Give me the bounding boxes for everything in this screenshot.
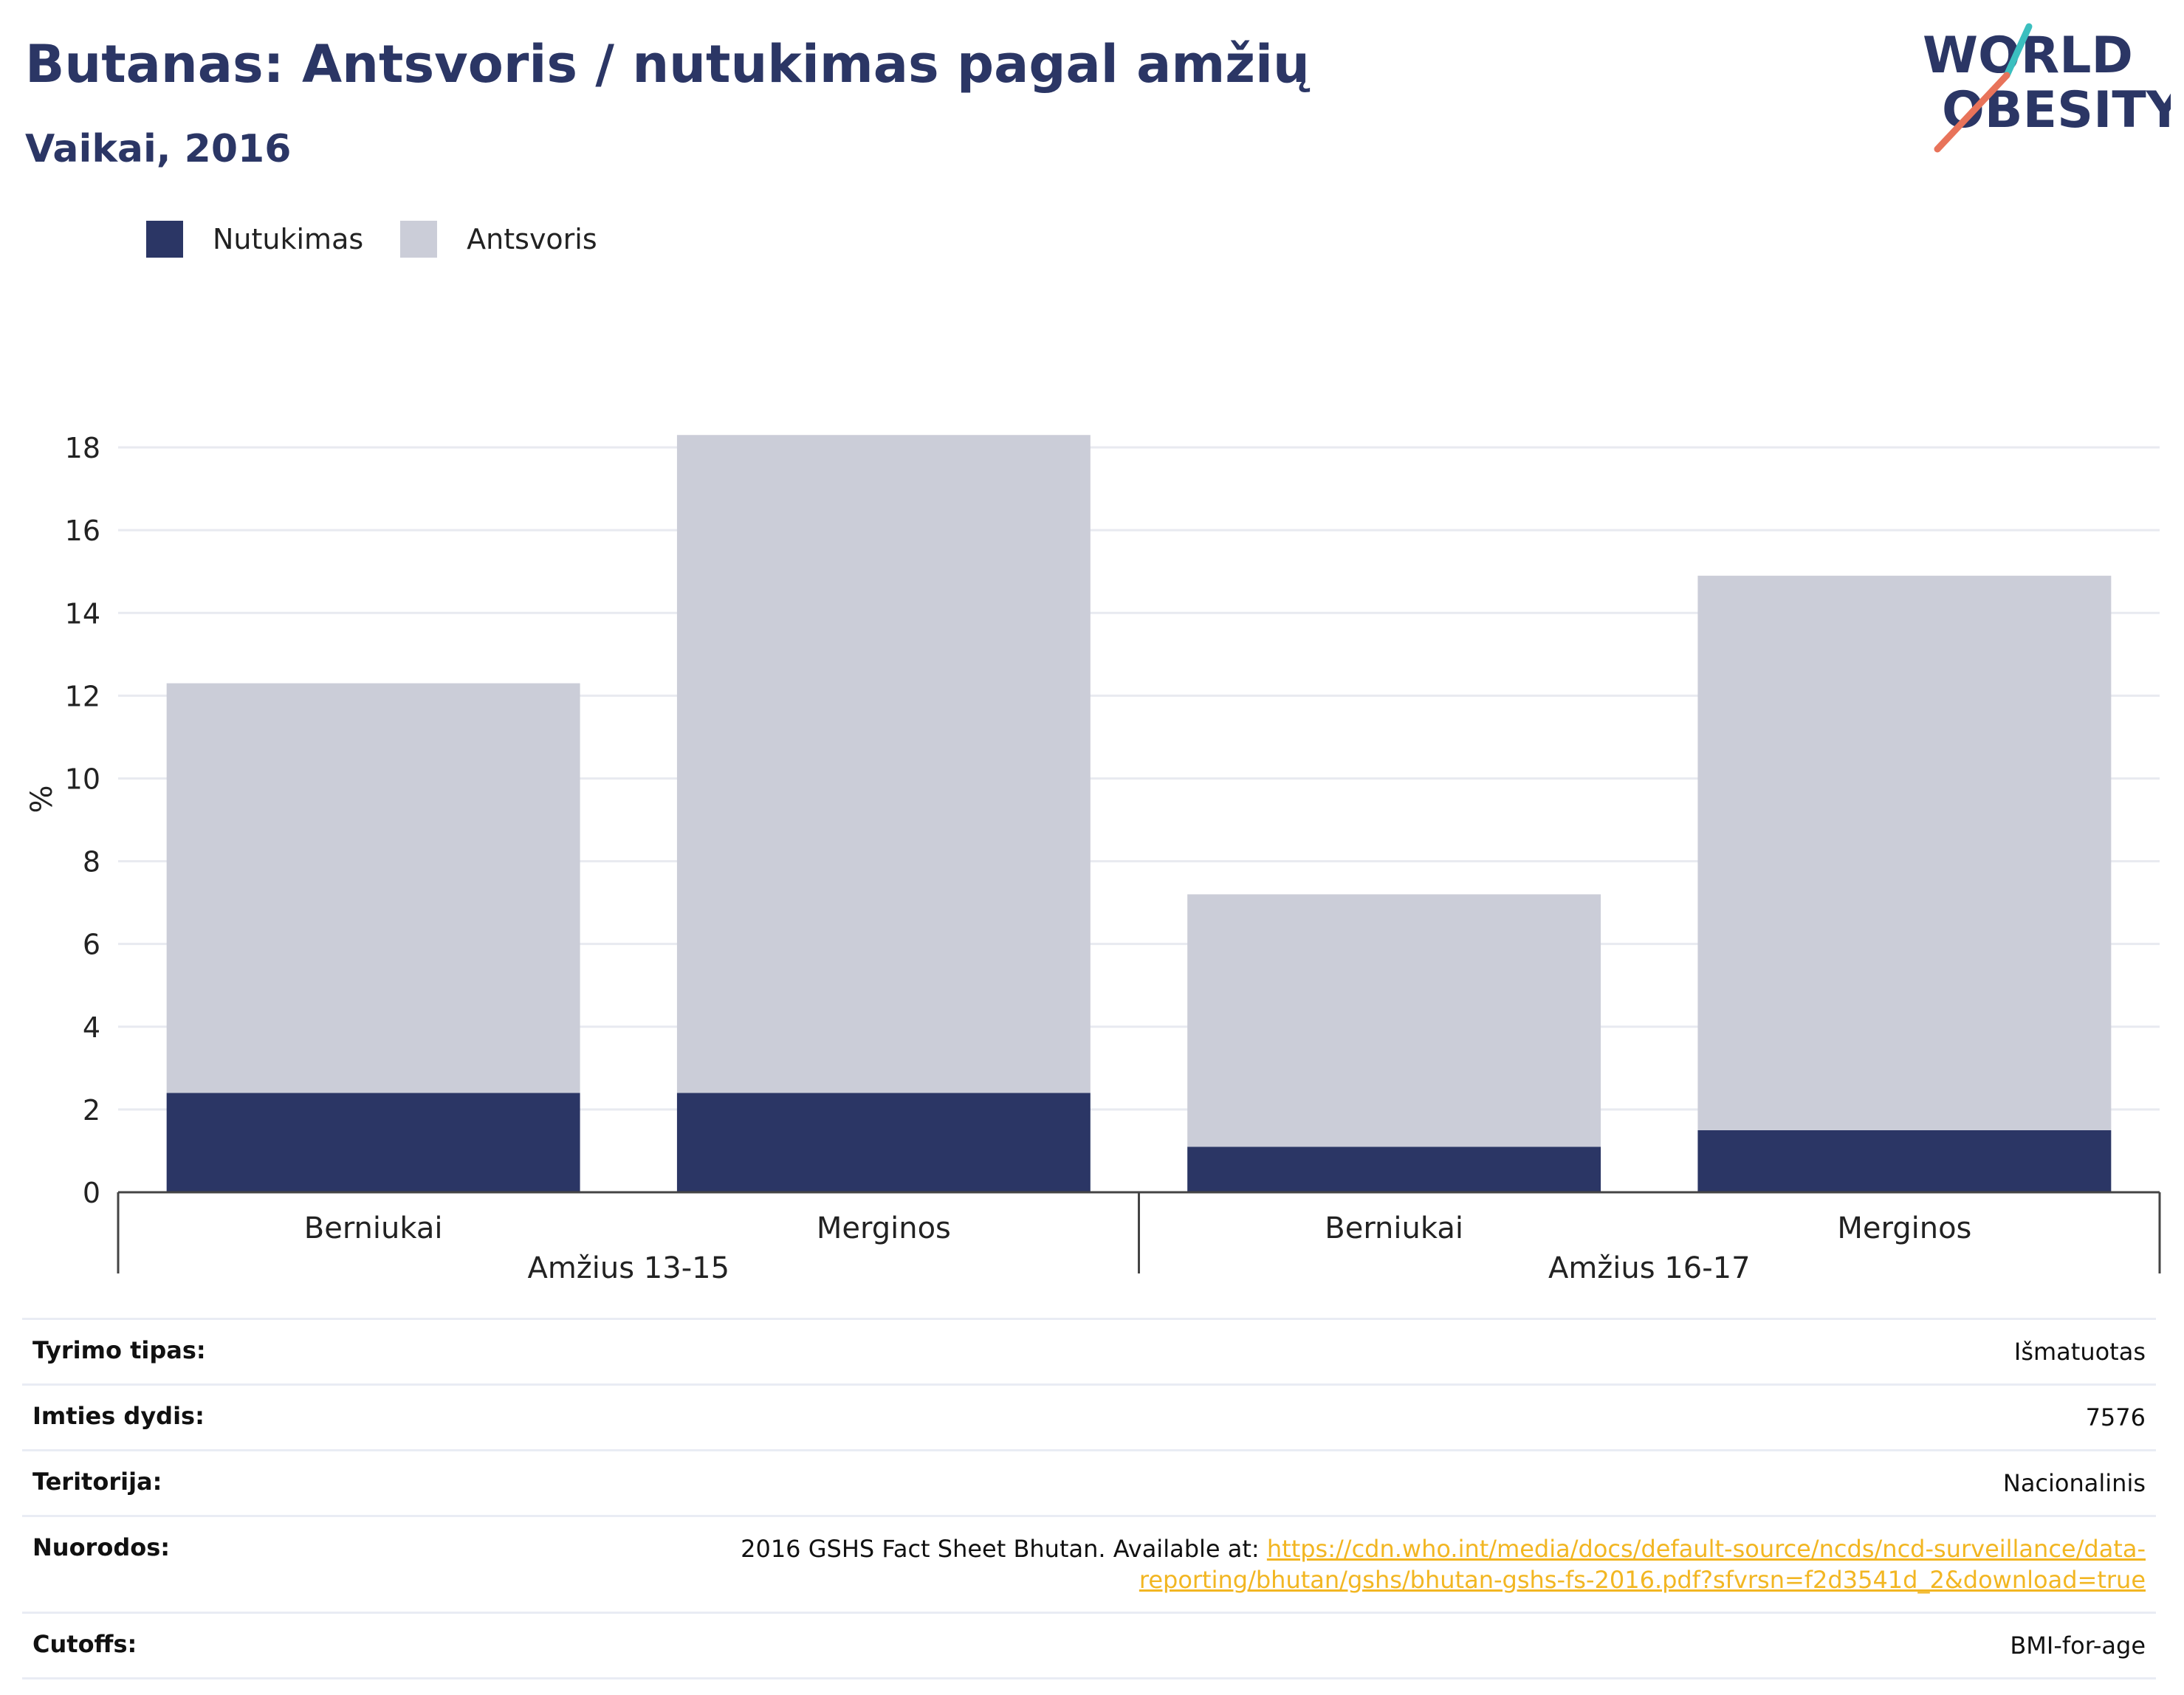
legend-label-overweight: Antsvoris xyxy=(467,223,597,255)
info-key: Tyrimo tipas: xyxy=(32,1336,206,1364)
info-row-territory: Teritorija: Nacionalinis xyxy=(22,1449,2156,1515)
y-tick-label: 10 xyxy=(65,763,100,795)
reference-text: 2016 GSHS Fact Sheet Bhutan. Available a… xyxy=(741,1535,1267,1563)
bar-nutukimas xyxy=(676,1093,1091,1192)
info-value: BMI-for-age xyxy=(2010,1632,2146,1660)
info-key: Teritorija: xyxy=(32,1468,162,1496)
info-table: Tyrimo tipas: Išmatuotas Imties dydis: 7… xyxy=(22,1318,2156,1679)
bar-antsvoris xyxy=(1697,575,2112,1130)
x-group-label: Amžius 16-17 xyxy=(1548,1251,1751,1285)
y-tick-label: 6 xyxy=(83,929,100,961)
bar-nutukimas xyxy=(166,1093,580,1192)
info-value: 7576 xyxy=(2085,1403,2146,1431)
x-group-label: Amžius 13-15 xyxy=(527,1251,729,1285)
info-value: 2016 GSHS Fact Sheet Bhutan. Available a… xyxy=(595,1533,2146,1595)
info-row-cutoffs: Cutoffs: BMI-for-age xyxy=(22,1612,2156,1679)
y-tick-label: 4 xyxy=(83,1011,100,1044)
stacked-bar-chart: 0 2 4 6 8 10 12 14 16 18% Berniukai Merginos Amžius … xyxy=(25,432,2161,1285)
legend-swatch-obesity xyxy=(146,221,183,258)
bar-antsvoris xyxy=(1187,894,1601,1147)
bar-nutukimas xyxy=(1187,1146,1601,1192)
legend-item-obesity[interactable]: Nutukimas xyxy=(146,221,363,258)
y-tick-label: 12 xyxy=(65,680,100,712)
y-tick-label: 2 xyxy=(83,1094,100,1127)
chart-legend: Nutukimas Antsvoris xyxy=(146,219,634,260)
y-axis-label: % xyxy=(25,785,59,813)
info-value: Išmatuotas xyxy=(2013,1338,2146,1366)
info-key: Nuorodos: xyxy=(32,1533,171,1561)
legend-swatch-overweight xyxy=(400,221,438,258)
bar-antsvoris xyxy=(676,435,1091,1093)
y-tick-label: 14 xyxy=(65,597,100,630)
bar-antsvoris xyxy=(166,683,580,1093)
x-category-label: Merginos xyxy=(1837,1211,1971,1245)
reference-link[interactable]: https://cdn.who.int/media/docs/default-s… xyxy=(1139,1535,2146,1594)
y-tick-label: 18 xyxy=(65,432,100,464)
info-value: Nacionalinis xyxy=(2002,1469,2146,1497)
y-tick-label: 0 xyxy=(83,1177,100,1209)
world-obesity-logo: WORLD OBESITY xyxy=(1923,23,2171,153)
y-tick-label: 8 xyxy=(83,846,100,879)
x-category-label: Berniukai xyxy=(1325,1211,1463,1245)
bar-nutukimas xyxy=(1697,1130,2112,1192)
legend-item-overweight[interactable]: Antsvoris xyxy=(400,221,597,258)
info-row-sample-size: Imties dydis: 7576 xyxy=(22,1383,2156,1449)
legend-label-obesity: Nutukimas xyxy=(213,223,364,255)
info-key: Imties dydis: xyxy=(32,1402,205,1430)
info-row-references: Nuorodos: 2016 GSHS Fact Sheet Bhutan. A… xyxy=(22,1515,2156,1612)
page-title: Butanas: Antsvoris / nutukimas pagal amž… xyxy=(25,34,1310,94)
logo-line2: OBESITY xyxy=(1942,81,2171,140)
x-category-label: Berniukai xyxy=(304,1211,443,1245)
x-category-label: Merginos xyxy=(817,1211,951,1245)
y-tick-label: 16 xyxy=(65,515,100,547)
info-row-survey-type: Tyrimo tipas: Išmatuotas xyxy=(22,1318,2156,1383)
info-key: Cutoffs: xyxy=(32,1630,137,1658)
page-subtitle: Vaikai, 2016 xyxy=(25,127,292,171)
